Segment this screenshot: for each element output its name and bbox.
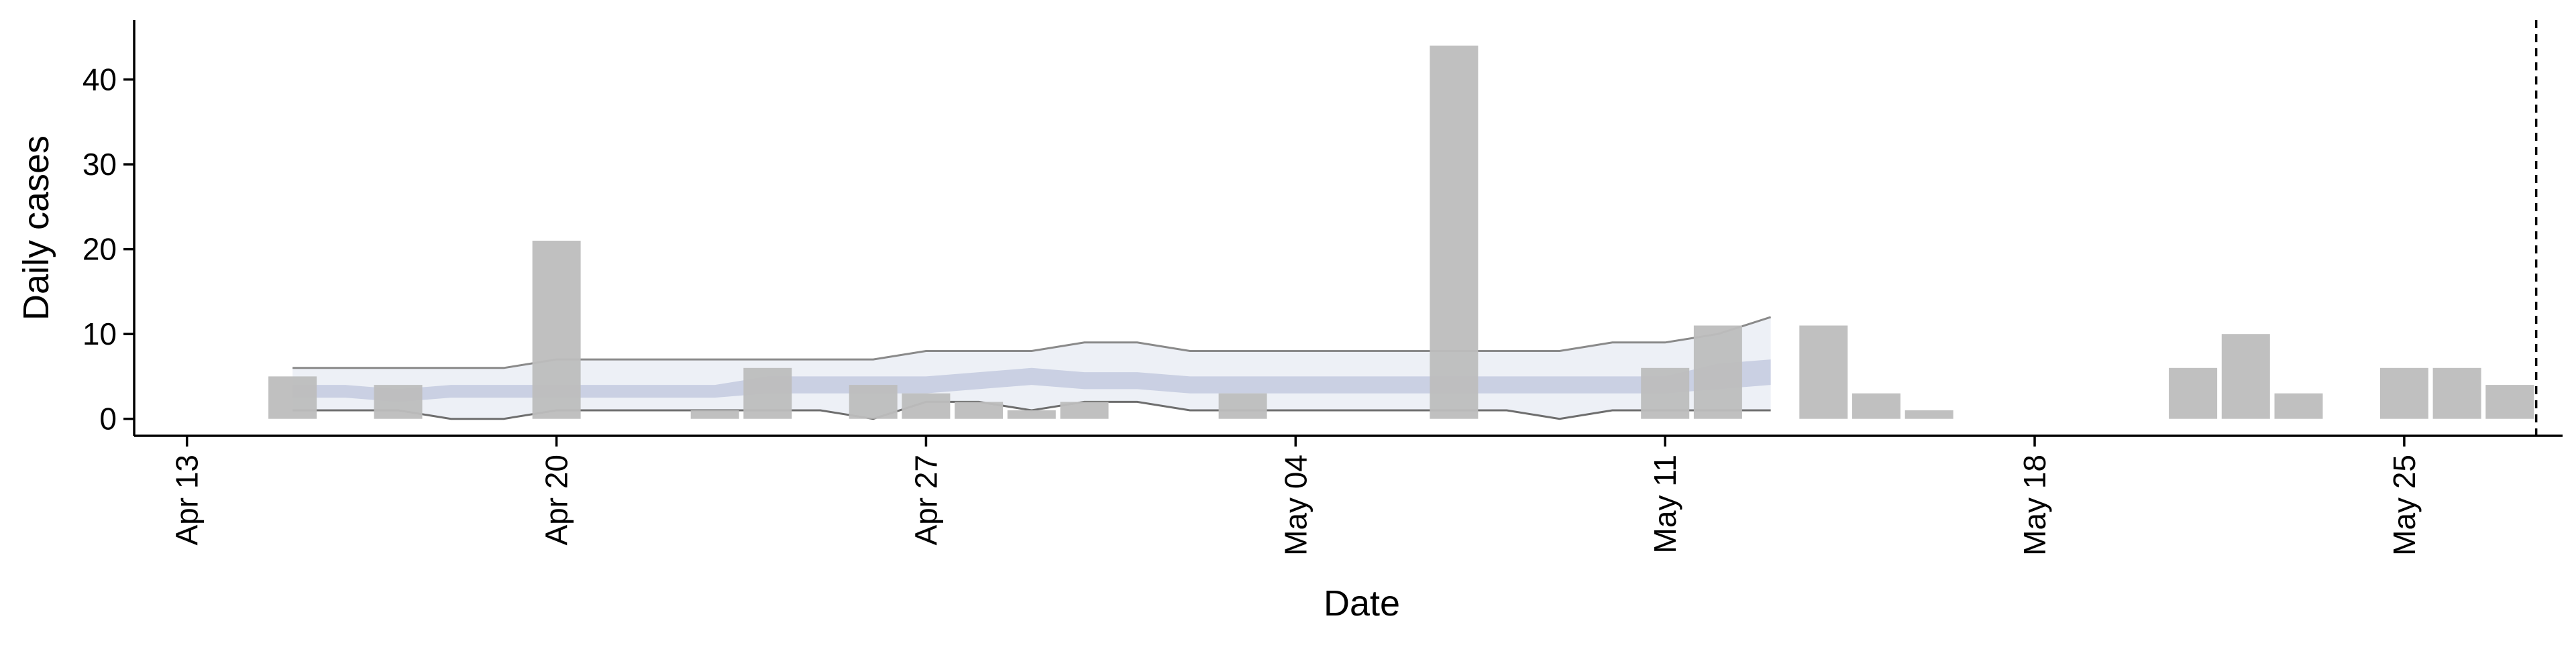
bar-2020-04-17 (374, 385, 423, 419)
bar-2020-04-27 (902, 393, 951, 419)
y-tick-label-30: 30 (83, 147, 117, 182)
bar-2020-05-11 (1641, 367, 1690, 419)
x-tick-label-2020-05-18: May 18 (2017, 455, 2052, 556)
x-axis-label: Date (1324, 583, 1400, 624)
x-tick-label-2020-05-25: May 25 (2387, 455, 2422, 556)
y-tick-label-20: 20 (83, 232, 117, 267)
bands-layer (292, 316, 1772, 420)
bar-2020-05-26 (2432, 367, 2481, 419)
y-tick-label-40: 40 (83, 62, 117, 97)
bar-2020-05-12 (1693, 325, 1742, 419)
bar-2020-05-14 (1799, 325, 1848, 419)
x-tick-label-2020-04-20: Apr 20 (539, 455, 574, 546)
x-tick-label-2020-04-13: Apr 13 (170, 455, 205, 546)
labels-layer: Date Daily cases (16, 135, 1400, 624)
axes-layer: 0 10 20 30 40 Apr 13 Apr 20 Apr 27 May 04 May 11 M… (83, 20, 2563, 556)
y-axis-label: Daily cases (16, 135, 56, 320)
uncertainty-band-2 (292, 359, 1771, 402)
uncertainty-band-1 (292, 316, 1771, 419)
bar-2020-05-23 (2274, 393, 2323, 419)
bar-2020-04-20 (532, 241, 581, 419)
bar-2020-04-15 (268, 376, 317, 419)
x-tick-label-2020-05-11: May 11 (1648, 455, 1682, 553)
bar-2020-04-28 (955, 402, 1004, 419)
bar-2020-05-27 (2485, 385, 2534, 419)
bar-2020-04-29 (1007, 410, 1056, 419)
y-tick-label-0: 0 (99, 402, 117, 436)
x-tick-label-2020-05-04: May 04 (1278, 455, 1313, 556)
bar-2020-05-21 (2169, 367, 2218, 419)
bar-2020-05-07 (1430, 46, 1479, 419)
bar-2020-04-26 (849, 385, 898, 419)
bar-2020-05-15 (1852, 393, 1900, 419)
bars-layer (268, 46, 2534, 419)
bar-2020-05-16 (1904, 410, 1953, 419)
x-tick-label-2020-04-27: Apr 27 (908, 455, 943, 546)
bar-2020-04-24 (743, 367, 792, 419)
bar-2020-04-30 (1060, 402, 1109, 419)
bar-2020-05-25 (2379, 367, 2428, 419)
bar-2020-05-22 (2221, 334, 2270, 419)
bar-2020-05-03 (1218, 393, 1267, 419)
y-tick-label-10: 10 (83, 316, 117, 351)
bar-2020-04-23 (690, 410, 739, 419)
